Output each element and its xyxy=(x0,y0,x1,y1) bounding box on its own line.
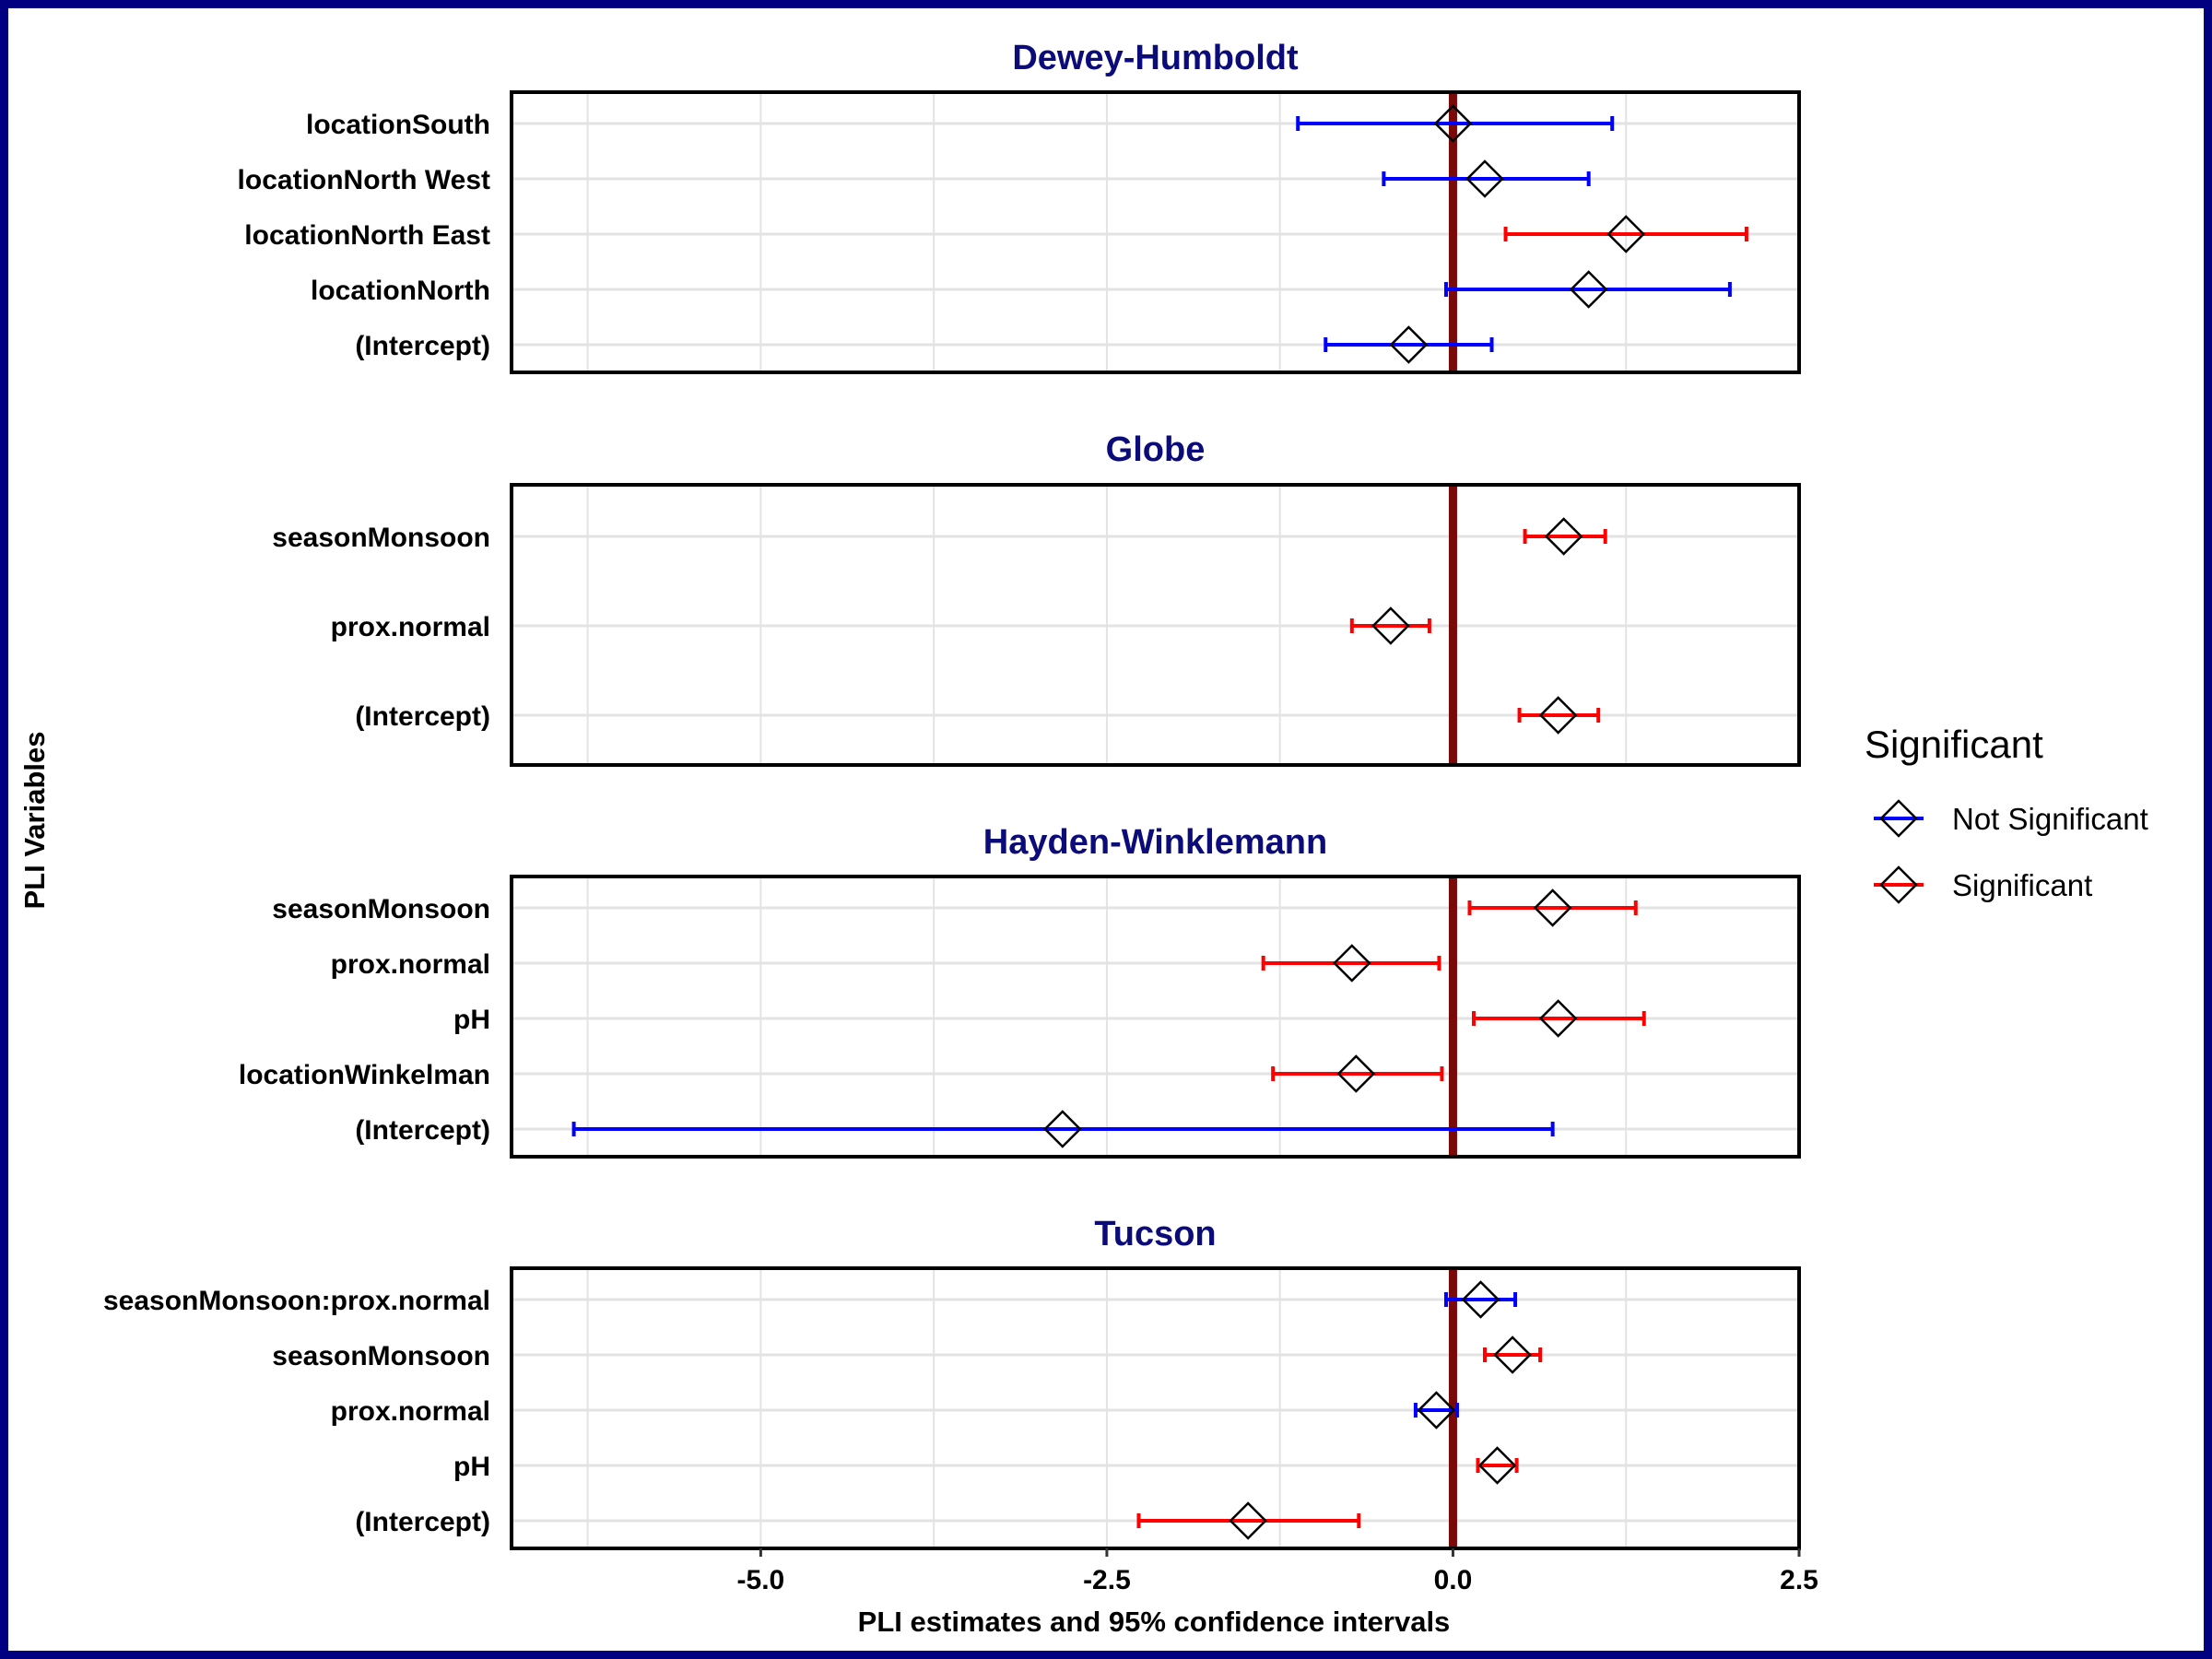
row-label: pH xyxy=(453,1452,490,1482)
panel-title: Dewey-Humboldt xyxy=(1012,39,1299,77)
panel-border xyxy=(510,1266,1801,1550)
row-label: (Intercept) xyxy=(355,331,490,361)
row-label: (Intercept) xyxy=(355,701,490,732)
panel-globe: seasonMonsoon prox.normal (Intercept) Globe xyxy=(272,430,1801,767)
panel-title: Tucson xyxy=(1094,1215,1216,1253)
point-estimate xyxy=(1569,270,1608,309)
estimate-row: pH xyxy=(453,1446,1519,1485)
panel-background xyxy=(512,1268,1799,1548)
row-label: (Intercept) xyxy=(355,1507,490,1537)
panel-dewey-humboldt: locationSouth locationNorth West locationN… xyxy=(238,39,1801,374)
legend-entry-significant: Significant xyxy=(1874,865,2092,904)
point-estimate xyxy=(1336,1054,1376,1093)
point-estimate xyxy=(1533,888,1572,927)
row-label: prox.normal xyxy=(331,1396,490,1427)
point-estimate xyxy=(1417,1391,1456,1430)
legend-key-diamond xyxy=(1879,799,1918,838)
panel-title: Hayden-Winklemann xyxy=(983,823,1327,862)
estimate-row: pH xyxy=(453,999,1646,1038)
row-label: pH xyxy=(453,1005,490,1035)
x-tick-label: -5.0 xyxy=(737,1565,785,1595)
row-label: locationSouth xyxy=(306,110,490,140)
panel-border xyxy=(510,875,1801,1159)
estimate-row: locationSouth xyxy=(306,104,1615,143)
x-axis: -5.0 -2.5 0.0 2.5 xyxy=(737,1548,1818,1595)
estimate-row: prox.normal xyxy=(331,944,1441,982)
estimate-row: (Intercept) xyxy=(355,325,1494,364)
y-axis-title: PLI Variables xyxy=(18,732,51,910)
estimate-row: (Intercept) xyxy=(355,1501,1361,1540)
estimate-row: locationNorth xyxy=(311,270,1732,309)
x-axis-title: PLI estimates and 95% confidence interva… xyxy=(858,1606,1451,1638)
panels: locationSouth locationNorth West locationN… xyxy=(103,39,1801,1550)
legend-entry-not-significant: Not Significant xyxy=(1874,799,2148,838)
estimate-row: seasonMonsoon xyxy=(272,1335,1543,1374)
point-estimate xyxy=(1465,159,1504,198)
point-estimate xyxy=(1544,517,1583,556)
legend-label: Significant xyxy=(1952,868,2092,902)
estimate-row: prox.normal xyxy=(331,606,1431,645)
estimate-row: seasonMonsoon xyxy=(272,888,1638,927)
legend-title: Significant xyxy=(1865,723,2043,766)
point-estimate xyxy=(1606,215,1645,253)
estimate-row: prox.normal xyxy=(331,1391,1459,1430)
row-label: locationNorth xyxy=(311,276,490,306)
panel-border xyxy=(510,483,1801,767)
legend-label: Not Significant xyxy=(1952,802,2148,836)
estimate-row: seasonMonsoon xyxy=(272,517,1607,556)
point-estimate xyxy=(1538,999,1578,1038)
row-label: locationNorth East xyxy=(244,220,490,251)
panel-hayden-winklemann: seasonMonsoon prox.normal pH locationWinkel… xyxy=(239,823,1801,1159)
panel-title: Globe xyxy=(1106,430,1206,469)
estimate-row: (Intercept) xyxy=(355,696,1601,735)
legend-key-diamond xyxy=(1879,865,1918,904)
point-estimate xyxy=(1433,104,1473,143)
x-tick-label: 2.5 xyxy=(1780,1565,1818,1595)
row-label: locationWinkelman xyxy=(239,1060,490,1090)
x-tick-label: -2.5 xyxy=(1083,1565,1131,1595)
point-estimate xyxy=(1389,325,1429,364)
point-estimate xyxy=(1229,1501,1267,1540)
row-label: (Intercept) xyxy=(355,1115,490,1146)
estimate-row: locationWinkelman xyxy=(239,1054,1444,1093)
x-tick-label: 0.0 xyxy=(1434,1565,1473,1595)
estimate-row: locationNorth West xyxy=(238,159,1591,198)
row-label: seasonMonsoon xyxy=(272,894,490,924)
point-estimate xyxy=(1477,1446,1517,1485)
point-estimate xyxy=(1493,1335,1532,1374)
point-estimate xyxy=(1461,1280,1500,1319)
row-label: prox.normal xyxy=(331,612,490,642)
row-label: seasonMonsoon xyxy=(272,1341,490,1371)
point-estimate xyxy=(1043,1110,1082,1148)
point-estimate xyxy=(1333,944,1371,982)
row-label: locationNorth West xyxy=(238,165,490,195)
point-estimate xyxy=(1371,606,1410,645)
estimate-row: seasonMonsoon:prox.normal xyxy=(103,1280,1518,1319)
row-label: seasonMonsoon xyxy=(272,523,490,553)
estimate-row: (Intercept) xyxy=(355,1110,1555,1148)
point-estimate xyxy=(1538,696,1578,735)
panel-border xyxy=(510,90,1801,374)
row-label: seasonMonsoon:prox.normal xyxy=(103,1286,490,1316)
row-label: prox.normal xyxy=(331,949,490,980)
panel-tucson: seasonMonsoon:prox.normal seasonMonsoon pr… xyxy=(103,1215,1801,1550)
estimate-row: locationNorth East xyxy=(244,215,1748,253)
legend: Significant Not Significant Significant xyxy=(1865,723,2148,904)
